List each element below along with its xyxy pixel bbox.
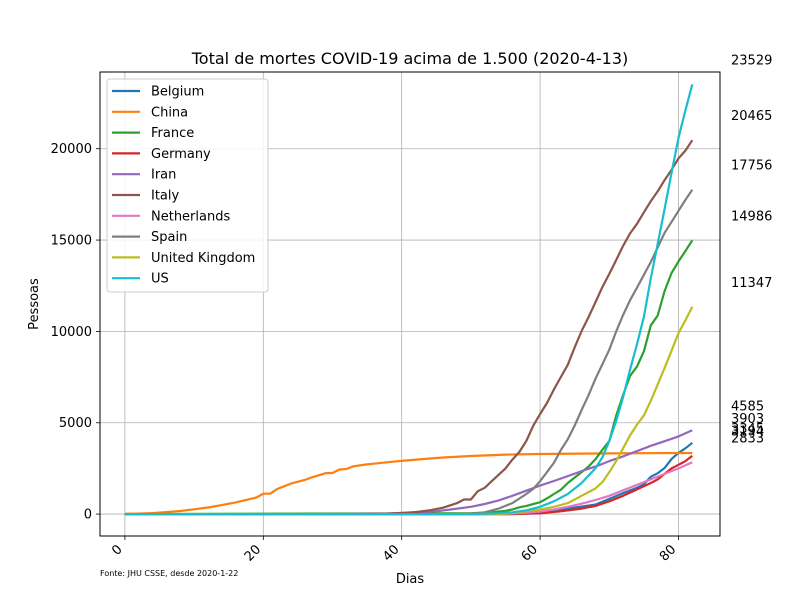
plot-border xyxy=(99,71,721,537)
end-label-germany: 3194 xyxy=(731,425,764,440)
series-line-belgium xyxy=(124,441,693,516)
legend-label-netherlands: Netherlands xyxy=(151,209,230,224)
legend-label-united-kingdom: United Kingdom xyxy=(151,251,255,266)
y-tick-label: 20000 xyxy=(51,142,92,157)
end-label-iran: 4585 xyxy=(731,399,764,414)
x-axis-label: Dias xyxy=(396,572,425,587)
y-axis-label: Pessoas xyxy=(27,278,42,330)
end-label-china: 3345 xyxy=(731,422,764,437)
legend-label-belgium: Belgium xyxy=(151,85,204,100)
end-label-us: 23529 xyxy=(731,53,772,68)
series-lines xyxy=(124,84,694,516)
y-tick-label: 15000 xyxy=(51,234,92,249)
end-label-united-kingdom: 11347 xyxy=(731,276,772,291)
y-tick-label: 0 xyxy=(84,508,92,523)
legend-label-italy: Italy xyxy=(151,189,180,204)
end-label-netherlands: 2833 xyxy=(731,431,764,446)
series-line-us xyxy=(124,84,694,516)
series-line-germany xyxy=(124,454,693,516)
y-tick-label: 10000 xyxy=(51,325,92,340)
series-line-france xyxy=(124,239,694,516)
series-line-united-kingdom xyxy=(124,306,694,516)
end-label-france: 14986 xyxy=(731,209,772,224)
legend-label-us: US xyxy=(151,272,169,287)
y-tick-label: 5000 xyxy=(59,416,92,431)
source-note: Fonte: JHU CSSE, desde 2020-1-22 xyxy=(100,569,238,578)
legend-label-spain: Spain xyxy=(151,230,187,245)
legend-label-germany: Germany xyxy=(151,147,211,162)
end-label-italy: 20465 xyxy=(731,109,772,124)
series-line-italy xyxy=(124,139,694,516)
legend-label-china: China xyxy=(151,105,188,120)
legend-label-iran: Iran xyxy=(151,168,176,183)
legend-box xyxy=(106,78,269,293)
chart-title: Total de mortes COVID-19 acima de 1.500 … xyxy=(191,49,629,68)
series-line-china xyxy=(124,451,693,515)
legend-label-france: France xyxy=(151,126,194,141)
legend: Belgium China France Germany Iran Italy Nether… xyxy=(106,78,269,293)
end-label-spain: 17756 xyxy=(731,159,772,174)
end-label-belgium: 3903 xyxy=(731,412,764,427)
